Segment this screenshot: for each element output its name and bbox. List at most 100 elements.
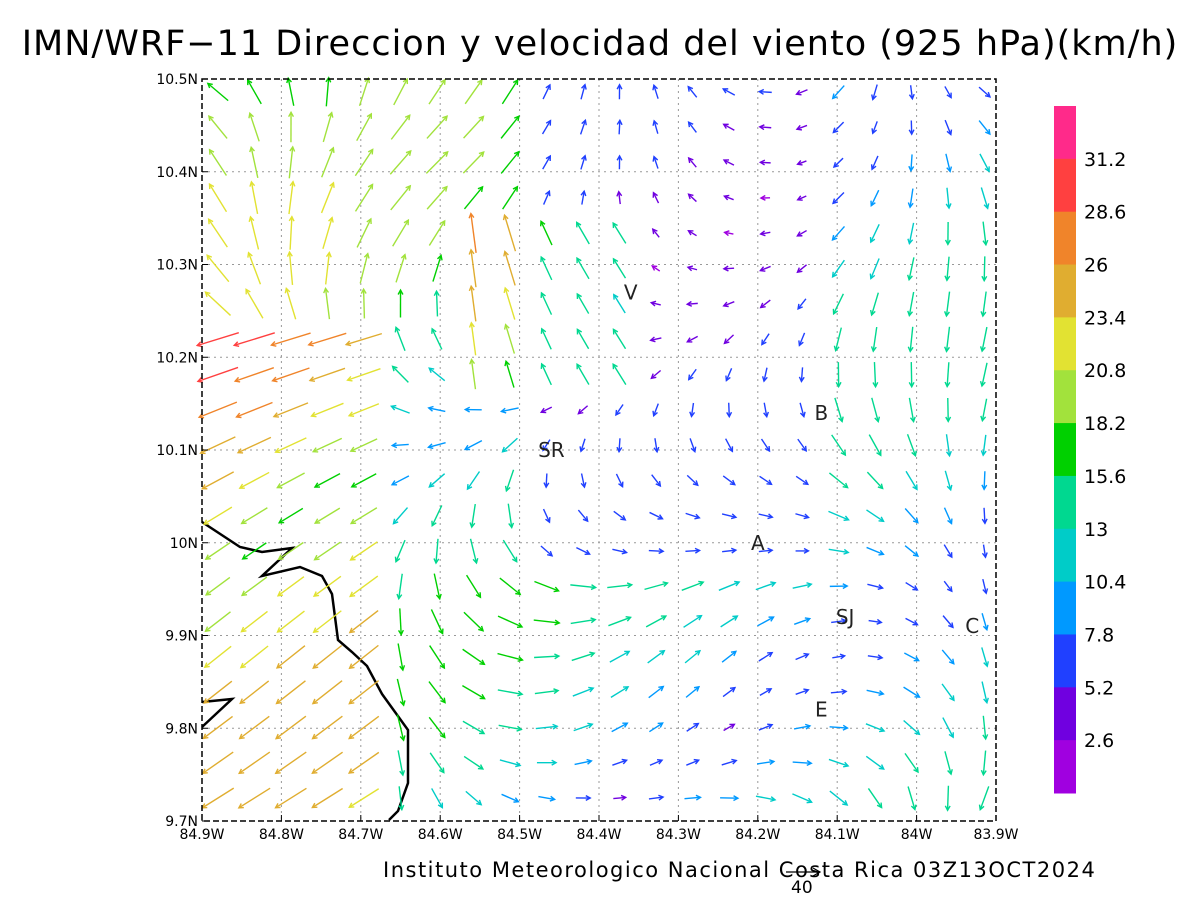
wind-vector <box>867 788 883 809</box>
wind-vector <box>542 439 551 452</box>
wind-vector <box>311 715 343 740</box>
wind-vector <box>201 751 234 775</box>
wind-vector <box>431 788 444 809</box>
wind-vector <box>389 149 412 175</box>
wind-vector <box>944 119 953 136</box>
station-label: SJ <box>836 605 855 629</box>
wind-vector <box>580 83 587 100</box>
wind-vector <box>722 123 735 131</box>
wind-vector <box>907 188 914 209</box>
wind-vector <box>831 259 845 278</box>
wind-vector <box>431 505 443 528</box>
grid-lines <box>202 79 996 821</box>
station-label: B <box>814 401 828 425</box>
colorbar-swatch <box>1054 264 1076 318</box>
wind-vector <box>722 475 736 486</box>
wind-vector <box>499 407 519 414</box>
wind-vector <box>324 251 332 285</box>
wind-vector <box>689 438 697 453</box>
wind-vector <box>797 298 807 310</box>
wind-vector <box>755 795 777 803</box>
wind-vector <box>981 256 988 283</box>
wind-vector <box>391 365 409 383</box>
wind-vector <box>793 723 812 730</box>
wind-vector <box>759 688 773 696</box>
wind-vector <box>686 722 700 732</box>
wind-vector <box>277 541 304 561</box>
wind-vector <box>795 688 810 696</box>
wind-vector <box>757 88 772 95</box>
wind-vector <box>201 787 235 809</box>
wind-vector <box>651 265 661 272</box>
wind-vector <box>907 786 917 811</box>
wind-vector <box>356 217 372 248</box>
wind-vector <box>576 292 590 314</box>
wind-vector <box>468 284 477 322</box>
wind-vector <box>649 758 664 766</box>
wind-vector <box>534 653 561 660</box>
wind-vector <box>904 545 920 558</box>
wind-vector <box>312 610 342 634</box>
wind-vector <box>685 685 701 698</box>
wind-vector <box>542 508 551 524</box>
wind-vector <box>687 156 697 168</box>
wind-vector <box>433 573 442 601</box>
wind-vector <box>501 793 520 803</box>
wind-vector <box>648 722 664 733</box>
wind-vector <box>463 406 482 413</box>
wind-vector <box>755 581 777 591</box>
x-tick-label: 84.8W <box>259 827 304 843</box>
wind-vector <box>504 469 515 493</box>
wind-vector <box>577 405 589 415</box>
wind-vector <box>835 362 842 389</box>
station-label: SR <box>538 438 565 462</box>
wind-vector <box>534 688 560 695</box>
wind-vector <box>798 332 806 347</box>
wind-vector <box>832 653 847 660</box>
wind-vector <box>203 645 232 669</box>
wind-vector <box>870 326 878 353</box>
wind-vector <box>311 437 343 453</box>
colorbar-swatch <box>1054 634 1076 688</box>
wind-vector <box>759 299 771 309</box>
colorbar-label: 10.4 <box>1084 572 1126 594</box>
wind-vector <box>497 615 524 628</box>
wind-vector <box>570 584 598 591</box>
wind-vector <box>395 253 407 283</box>
wind-vector <box>426 115 449 139</box>
wind-vector <box>502 539 518 563</box>
wind-vector <box>570 617 597 625</box>
reference-vector <box>786 867 822 877</box>
wind-vector <box>792 760 813 767</box>
wind-vector <box>348 788 380 809</box>
wind-vector <box>612 362 627 385</box>
wind-vector <box>720 615 739 628</box>
wind-vector <box>359 252 370 284</box>
wind-vector <box>944 785 951 812</box>
x-tick-label: 84.6W <box>418 827 463 843</box>
wind-vector <box>834 397 844 423</box>
wind-vector <box>799 402 806 419</box>
wind-vector <box>871 397 881 423</box>
wind-vector <box>868 434 882 457</box>
wind-vector <box>503 286 516 320</box>
wind-vector <box>652 403 659 418</box>
wind-vector <box>429 752 445 774</box>
wind-vector <box>720 795 740 802</box>
wind-vector <box>903 719 921 736</box>
wind-vector <box>686 265 698 272</box>
wind-vector <box>613 794 628 801</box>
wind-vector <box>501 78 519 105</box>
wind-vector <box>274 787 307 809</box>
wind-vector <box>206 82 229 102</box>
wind-vector <box>904 508 919 524</box>
x-tick-label: 84.3W <box>656 827 701 843</box>
wind-vector <box>942 717 954 739</box>
wind-vector <box>390 475 410 486</box>
wind-vector <box>239 645 269 669</box>
wind-vector <box>499 577 522 596</box>
wind-vector <box>796 195 807 201</box>
wind-vector <box>908 85 915 101</box>
wind-vector <box>943 580 953 593</box>
wind-vector <box>428 681 446 704</box>
